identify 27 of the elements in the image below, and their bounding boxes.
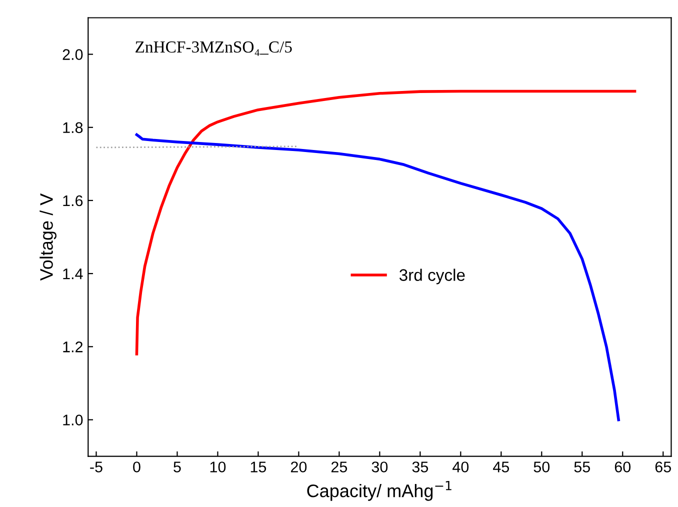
- y-tick-label: 1.8: [63, 122, 83, 134]
- x-tick-label: 65: [655, 462, 671, 472]
- x-tick-label: 10: [210, 462, 226, 472]
- y-axis-title: Voltage / V: [40, 193, 56, 281]
- legend-label: 3rd cycle: [399, 268, 465, 284]
- x-tick-label: 20: [290, 462, 307, 472]
- line-series: [135, 133, 620, 422]
- x-tick-label: 30: [372, 462, 388, 472]
- text: ZnHCF-3MZnSO₄_C/5: [136, 41, 292, 56]
- y-tick-label: 1.6: [63, 195, 83, 206]
- x-tick-label: 5: [174, 462, 181, 472]
- y-tick-label: 1.0: [63, 414, 83, 426]
- y-tick-label: 2.0: [62, 49, 83, 60]
- x-tick-label: 25: [331, 462, 348, 472]
- y-tick-label: 1.4: [63, 268, 83, 280]
- x-tick-label: 50: [534, 462, 550, 472]
- line-series: [135, 90, 636, 356]
- x-tick-label: 0: [133, 462, 140, 472]
- x-tick-label: 45: [493, 462, 510, 472]
- x-tick-label: 60: [614, 462, 631, 472]
- x-axis-title: Capacity/ mAhg$^{−1}$: [307, 480, 452, 501]
- y-tick-label: 1.2: [63, 342, 83, 352]
- x-tick-label: 35: [412, 462, 428, 472]
- x-tick-label: 40: [452, 462, 469, 472]
- x-tick-label: 55: [574, 462, 590, 472]
- x-tick-label: -5: [90, 462, 102, 472]
- x-tick-label: 15: [250, 462, 266, 472]
